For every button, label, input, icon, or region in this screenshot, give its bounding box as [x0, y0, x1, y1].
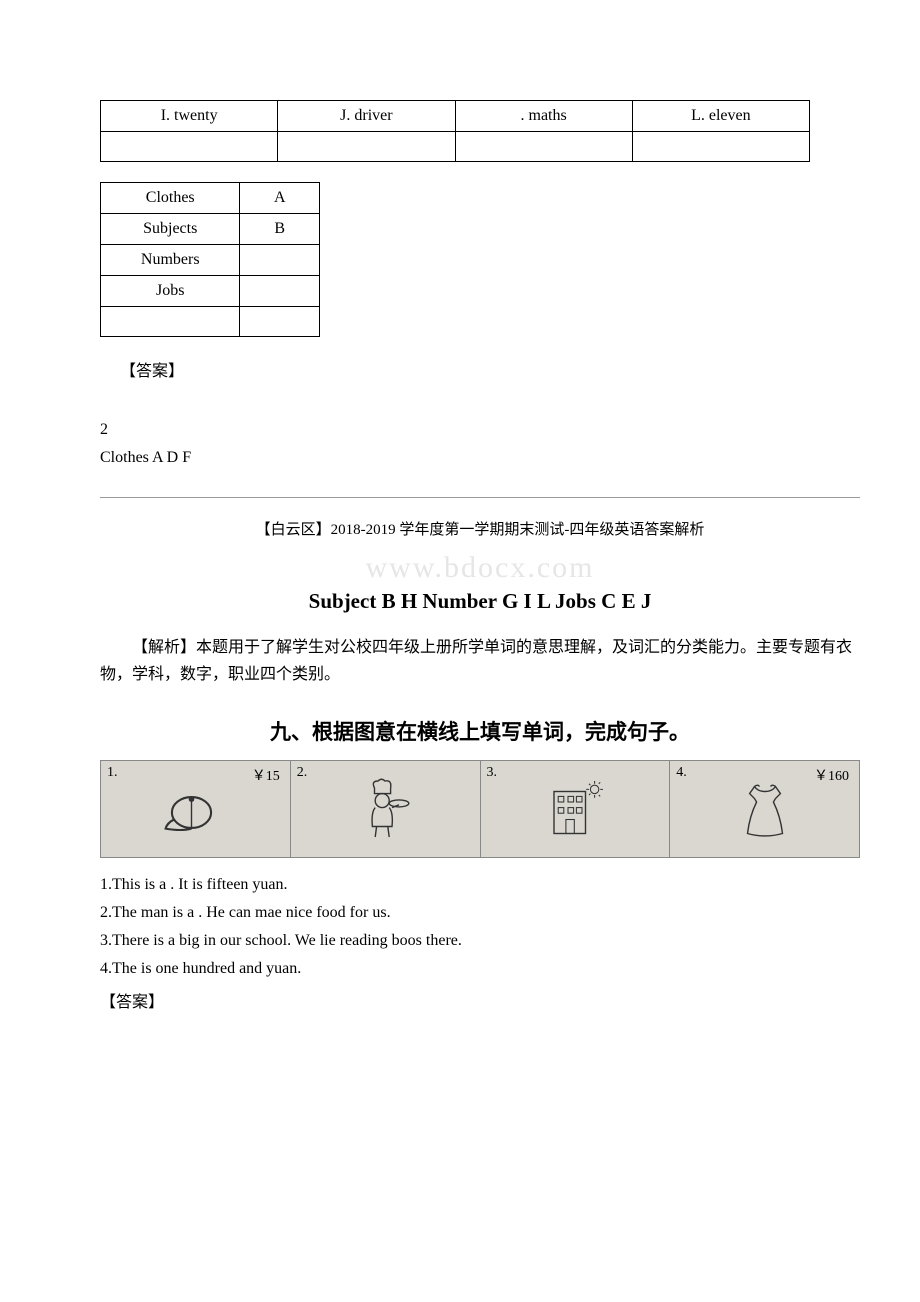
picture-strip: 1. ￥15 2. 3.: [100, 760, 860, 858]
question-4: 4.The is one hundred and yuan.: [100, 960, 860, 978]
cap-icon: [160, 774, 230, 844]
building-icon: [540, 774, 610, 844]
cat-label: Clothes: [101, 183, 240, 214]
pic-num: 2.: [297, 765, 308, 781]
pic-cell-3: 3.: [481, 761, 671, 857]
options-table: I. twenty J. driver . maths L. eleven: [100, 100, 810, 162]
cat-value: [240, 245, 320, 276]
cat-label: Subjects: [101, 214, 240, 245]
question-1: 1.This is a . It is fifteen yuan.: [100, 876, 860, 894]
opt-cell: L. eleven: [632, 101, 809, 132]
page-indicator: 2: [100, 421, 860, 439]
pic-num: 3.: [487, 765, 498, 781]
pic-price: ￥15: [252, 765, 280, 785]
category-table: Clothes A Subjects B Numbers Jobs: [100, 182, 320, 337]
explain-paragraph: 【解析】本题用于了解学生对公校四年级上册所学单词的意思理解，及词汇的分类能力。主…: [100, 634, 860, 688]
answer-label: 【答案】: [120, 357, 860, 381]
opt-cell: [278, 132, 455, 162]
cat-label: [101, 307, 240, 337]
divider: [100, 497, 860, 498]
subject-line: Subject B H Number G I L Jobs C E J: [100, 589, 860, 614]
question-3: 3.There is a big in our school. We lie r…: [100, 932, 860, 950]
opt-cell: J. driver: [278, 101, 455, 132]
answer-label-2: 【答案】: [100, 988, 860, 1012]
opt-cell: . maths: [455, 101, 632, 132]
opt-cell: I. twenty: [101, 101, 278, 132]
chef-icon: [350, 774, 420, 844]
cat-label: Jobs: [101, 276, 240, 307]
opt-cell: [455, 132, 632, 162]
cat-value: [240, 307, 320, 337]
pic-num: 1.: [107, 765, 118, 781]
opt-cell: [632, 132, 809, 162]
dress-icon: [730, 774, 800, 844]
pic-cell-4: 4. ￥160: [670, 761, 859, 857]
opt-cell: [101, 132, 278, 162]
cat-value: B: [240, 214, 320, 245]
watermark: www.bdocx.com: [100, 551, 860, 585]
pic-cell-1: 1. ￥15: [101, 761, 291, 857]
pic-price: ￥160: [814, 765, 849, 785]
section-title: 九、根据图意在横线上填写单词，完成句子。: [100, 716, 860, 746]
pic-num: 4.: [676, 765, 687, 781]
clothes-answer: Clothes A D F: [100, 449, 860, 467]
cat-value: [240, 276, 320, 307]
meta-line: 【白云区】2018-2019 学年度第一学期期末测试-四年级英语答案解析: [100, 518, 860, 539]
question-2: 2.The man is a . He can mae nice food fo…: [100, 904, 860, 922]
cat-label: Numbers: [101, 245, 240, 276]
cat-value: A: [240, 183, 320, 214]
pic-cell-2: 2.: [291, 761, 481, 857]
